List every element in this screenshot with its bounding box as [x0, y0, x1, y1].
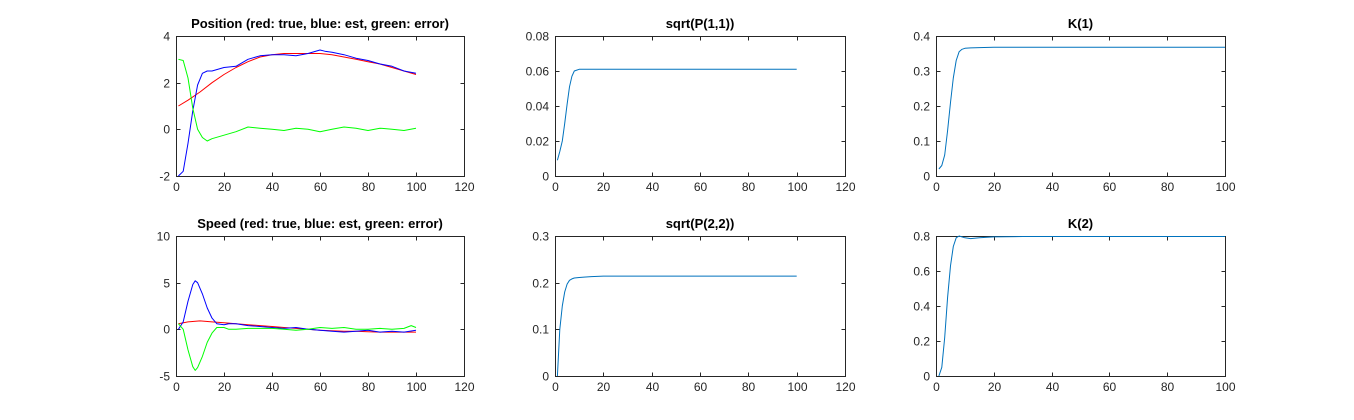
y-tick-label: 0 — [923, 370, 930, 384]
series-line-0 — [556, 68, 797, 161]
x-tick-label: 60 — [314, 380, 328, 394]
x-tick-label: 120 — [454, 180, 474, 194]
x-tick-label: 40 — [1046, 180, 1060, 194]
axes-frame — [176, 36, 465, 177]
y-tick-label: 0.08 — [526, 30, 550, 44]
x-tick-label: 100 — [406, 380, 426, 394]
series-line-0 — [556, 275, 797, 377]
y-tick-label: -5 — [159, 370, 170, 384]
axes-frame — [555, 36, 846, 177]
x-tick-label: 100 — [787, 180, 807, 194]
y-tick-label: 0.3 — [913, 65, 930, 79]
y-tick-label: 0.06 — [526, 65, 550, 79]
x-tick-label: 40 — [646, 380, 660, 394]
x-tick-label: 100 — [1215, 380, 1235, 394]
y-tick-label: 0 — [923, 170, 930, 184]
chart-title: sqrt(P(2,2)) — [666, 216, 735, 231]
series-line-2 — [178, 323, 417, 371]
x-tick-label: 100 — [406, 180, 426, 194]
x-tick-label: 80 — [742, 380, 756, 394]
x-tick-label: 80 — [742, 180, 756, 194]
y-tick-label: 0.1 — [532, 323, 549, 337]
x-tick-label: 0 — [552, 180, 559, 194]
x-tick-label: 20 — [597, 380, 611, 394]
x-tick-label: 100 — [787, 380, 807, 394]
y-tick-label: 0.02 — [526, 135, 550, 149]
axes-frame — [555, 236, 846, 377]
y-tick-label: 0.2 — [913, 335, 930, 349]
x-tick-label: 20 — [988, 380, 1002, 394]
y-tick-label: 0.1 — [913, 135, 930, 149]
chart-title: K(1) — [1068, 16, 1093, 31]
x-tick-label: 120 — [454, 380, 474, 394]
subplot-3: Speed (red: true, blue: est, green: erro… — [157, 216, 475, 394]
y-tick-label: 0 — [542, 370, 549, 384]
y-tick-label: 0.2 — [913, 100, 930, 114]
subplot-1: sqrt(P(1,1)) 0 20 40 60 80 100 120 0 0.02 0.04 0.06… — [526, 16, 856, 194]
chart-title: sqrt(P(1,1)) — [666, 16, 735, 31]
x-tick-label: 20 — [597, 180, 611, 194]
x-tick-label: 40 — [266, 380, 280, 394]
x-tick-label: 20 — [218, 180, 232, 194]
axes-frame — [936, 236, 1226, 377]
y-tick-label: 2 — [163, 77, 170, 91]
x-tick-label: 40 — [266, 180, 280, 194]
y-tick-label: 0.3 — [532, 230, 549, 244]
y-tick-label: 0.04 — [526, 100, 550, 114]
axes-frame — [176, 236, 465, 377]
x-tick-label: 80 — [1161, 380, 1175, 394]
subplot-2: K(1) 0 20 40 60 80 100 0 0.1 0.2 0.3 0.4 — [913, 16, 1236, 194]
y-tick-label: 0.4 — [913, 30, 930, 44]
chart-title: K(2) — [1068, 216, 1093, 231]
y-tick-label: -2 — [159, 170, 170, 184]
x-tick-label: 20 — [218, 380, 232, 394]
y-tick-label: 0 — [163, 323, 170, 337]
x-tick-label: 80 — [362, 180, 376, 194]
axes-frame — [936, 36, 1226, 177]
x-tick-label: 60 — [694, 380, 708, 394]
series-line-0 — [938, 46, 1225, 170]
x-tick-label: 0 — [173, 180, 180, 194]
y-tick-label: 0 — [542, 170, 549, 184]
x-tick-label: 0 — [173, 380, 180, 394]
x-tick-label: 60 — [694, 180, 708, 194]
y-tick-label: 0.6 — [913, 265, 930, 279]
chart-title: Position (red: true, blue: est, green: e… — [191, 16, 449, 31]
x-tick-label: 60 — [1103, 380, 1117, 394]
y-tick-label: 0 — [163, 123, 170, 137]
series-line-1 — [178, 49, 417, 177]
x-tick-label: 80 — [362, 380, 376, 394]
y-tick-label: 4 — [163, 30, 170, 44]
subplot-5: K(2) 0 20 40 60 80 100 0 0.2 0.4 0.6 0.8 — [913, 216, 1236, 394]
chart-title: Speed (red: true, blue: est, green: erro… — [197, 216, 443, 231]
x-tick-label: 40 — [1046, 380, 1060, 394]
y-tick-label: 5 — [163, 277, 170, 291]
subplot-0: Position (red: true, blue: est, green: e… — [159, 16, 475, 194]
x-tick-label: 0 — [552, 380, 559, 394]
x-tick-label: 40 — [646, 180, 660, 194]
x-tick-label: 100 — [1215, 180, 1235, 194]
x-tick-label: 60 — [1103, 180, 1117, 194]
x-tick-label: 20 — [988, 180, 1002, 194]
series-line-1 — [177, 280, 417, 333]
x-tick-label: 60 — [314, 180, 328, 194]
x-tick-label: 120 — [835, 380, 855, 394]
x-tick-label: 120 — [835, 180, 855, 194]
y-tick-label: 0.8 — [913, 230, 930, 244]
y-tick-label: 0.4 — [913, 300, 930, 314]
series-line-2 — [178, 58, 417, 142]
y-tick-label: 0.2 — [532, 277, 549, 291]
x-tick-label: 0 — [933, 380, 940, 394]
x-tick-label: 0 — [933, 180, 940, 194]
subplot-4: sqrt(P(2,2)) 0 20 40 60 80 100 120 0 0.1 0.2 0.3 — [532, 216, 856, 394]
x-tick-label: 80 — [1161, 180, 1175, 194]
series-line-0 — [938, 235, 1225, 377]
y-tick-label: 10 — [157, 230, 171, 244]
